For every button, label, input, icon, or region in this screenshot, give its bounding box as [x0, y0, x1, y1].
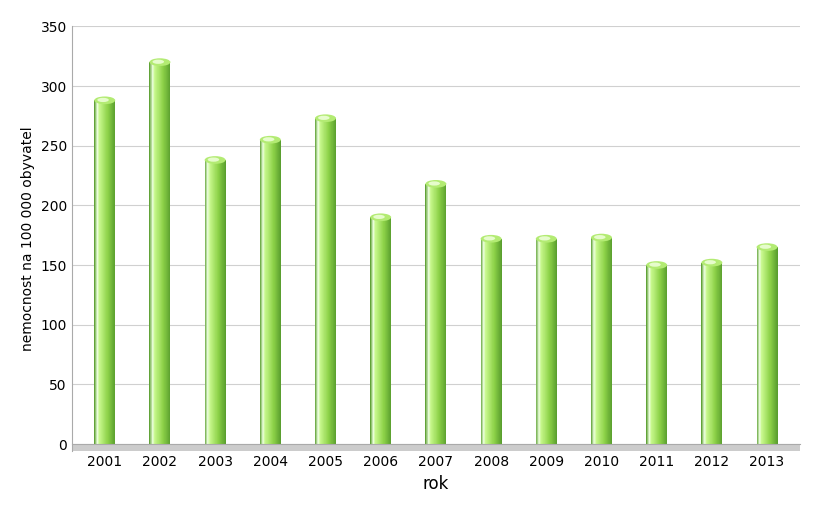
- Ellipse shape: [701, 259, 722, 266]
- Ellipse shape: [259, 136, 281, 143]
- Ellipse shape: [484, 236, 495, 241]
- Y-axis label: nemocnost na 100 000 obyvatel: nemocnost na 100 000 obyvatel: [21, 126, 34, 351]
- Ellipse shape: [94, 97, 115, 104]
- Ellipse shape: [591, 234, 612, 242]
- Ellipse shape: [646, 261, 667, 269]
- Ellipse shape: [594, 235, 606, 240]
- Ellipse shape: [208, 157, 219, 162]
- Ellipse shape: [425, 180, 447, 188]
- Ellipse shape: [429, 181, 440, 186]
- X-axis label: rok: rok: [423, 474, 449, 493]
- Ellipse shape: [315, 115, 336, 122]
- Ellipse shape: [153, 60, 164, 64]
- Ellipse shape: [757, 243, 777, 251]
- Ellipse shape: [704, 260, 716, 264]
- Ellipse shape: [263, 137, 274, 141]
- Ellipse shape: [318, 116, 329, 120]
- Ellipse shape: [98, 98, 109, 102]
- Ellipse shape: [149, 58, 171, 66]
- Ellipse shape: [480, 235, 502, 243]
- Ellipse shape: [536, 235, 557, 243]
- Ellipse shape: [759, 245, 771, 249]
- Ellipse shape: [649, 263, 661, 267]
- Ellipse shape: [204, 156, 226, 164]
- Ellipse shape: [374, 215, 385, 219]
- Ellipse shape: [539, 236, 550, 241]
- Ellipse shape: [370, 213, 391, 221]
- Bar: [71, 444, 821, 451]
